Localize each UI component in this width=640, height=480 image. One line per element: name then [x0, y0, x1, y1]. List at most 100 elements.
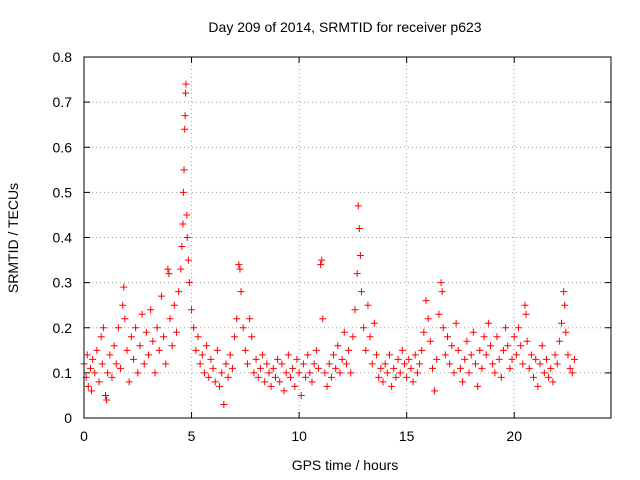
data-point	[291, 382, 299, 390]
data-point	[185, 279, 193, 287]
data-point	[213, 346, 221, 354]
data-point	[545, 373, 553, 381]
data-point	[334, 342, 342, 350]
data-point	[392, 373, 400, 381]
data-point	[302, 373, 310, 381]
data-points	[80, 80, 578, 408]
data-point	[125, 378, 133, 386]
data-point	[203, 342, 211, 350]
data-point	[180, 166, 188, 174]
data-point	[413, 369, 421, 377]
x-tick-label: 5	[188, 428, 196, 444]
data-point	[157, 292, 165, 300]
data-point	[164, 265, 172, 273]
data-point	[549, 378, 557, 386]
data-point	[207, 355, 215, 363]
data-point	[497, 373, 505, 381]
data-point	[437, 279, 445, 287]
data-point	[196, 360, 204, 368]
x-axis-label: GPS time / hours	[292, 457, 399, 473]
data-point	[165, 270, 173, 278]
data-point	[184, 256, 192, 264]
data-point	[147, 306, 155, 314]
y-tick-label: 0.3	[53, 275, 73, 291]
data-point	[222, 360, 230, 368]
data-point	[220, 400, 228, 408]
data-point	[286, 373, 294, 381]
data-point	[102, 391, 110, 399]
data-point	[362, 346, 370, 354]
data-point	[306, 369, 314, 377]
data-point	[252, 355, 260, 363]
data-point	[226, 351, 234, 359]
data-point	[523, 337, 531, 345]
y-tick-label: 0.1	[53, 365, 73, 381]
data-point	[181, 125, 189, 133]
y-tick-label: 0.7	[53, 94, 73, 110]
data-point	[471, 360, 479, 368]
data-point	[521, 301, 529, 309]
data-point	[127, 333, 135, 341]
data-point	[411, 351, 419, 359]
data-point	[170, 301, 178, 309]
data-point	[86, 364, 94, 372]
data-point	[112, 360, 120, 368]
data-point	[243, 360, 251, 368]
data-point	[506, 364, 514, 372]
data-point	[274, 355, 282, 363]
data-point	[181, 112, 189, 120]
data-point	[104, 369, 112, 377]
data-point	[99, 324, 107, 332]
data-point	[129, 355, 137, 363]
data-point	[136, 342, 144, 350]
y-tick-label: 0	[64, 410, 72, 426]
data-point	[299, 360, 307, 368]
data-point	[119, 301, 127, 309]
data-point	[377, 364, 385, 372]
y-tick-label: 0.8	[53, 49, 73, 65]
data-point	[461, 355, 469, 363]
data-point	[95, 378, 103, 386]
data-point	[166, 315, 174, 323]
data-point	[250, 369, 258, 377]
data-point	[121, 315, 129, 323]
data-point	[319, 315, 327, 323]
data-point	[487, 342, 495, 350]
x-tick-label: 15	[399, 428, 415, 444]
data-point	[83, 351, 91, 359]
data-point	[233, 315, 241, 323]
data-point	[89, 355, 97, 363]
data-point	[398, 346, 406, 354]
data-point	[381, 360, 389, 368]
data-point	[383, 369, 391, 377]
data-point	[530, 373, 538, 381]
data-point	[91, 369, 99, 377]
data-point	[562, 328, 570, 336]
data-point	[153, 324, 161, 332]
data-point	[323, 382, 331, 390]
data-point	[495, 355, 503, 363]
data-point	[510, 333, 518, 341]
data-point	[558, 319, 566, 327]
data-point	[390, 364, 398, 372]
data-point	[534, 382, 542, 390]
data-point	[491, 369, 499, 377]
y-axis-label: SRMTID / TECUs	[5, 183, 21, 293]
data-point	[568, 369, 576, 377]
data-point	[373, 351, 381, 359]
data-point	[340, 328, 348, 336]
data-point	[168, 342, 176, 350]
data-point	[304, 351, 312, 359]
data-point	[463, 337, 471, 345]
data-point	[276, 378, 284, 386]
data-point	[160, 333, 168, 341]
data-point	[476, 346, 484, 354]
data-point	[236, 265, 244, 273]
data-point	[435, 310, 443, 318]
data-point	[93, 346, 101, 354]
data-point	[103, 396, 111, 404]
data-point	[452, 319, 460, 327]
data-point	[502, 324, 510, 332]
data-point	[224, 373, 232, 381]
data-point	[267, 382, 275, 390]
